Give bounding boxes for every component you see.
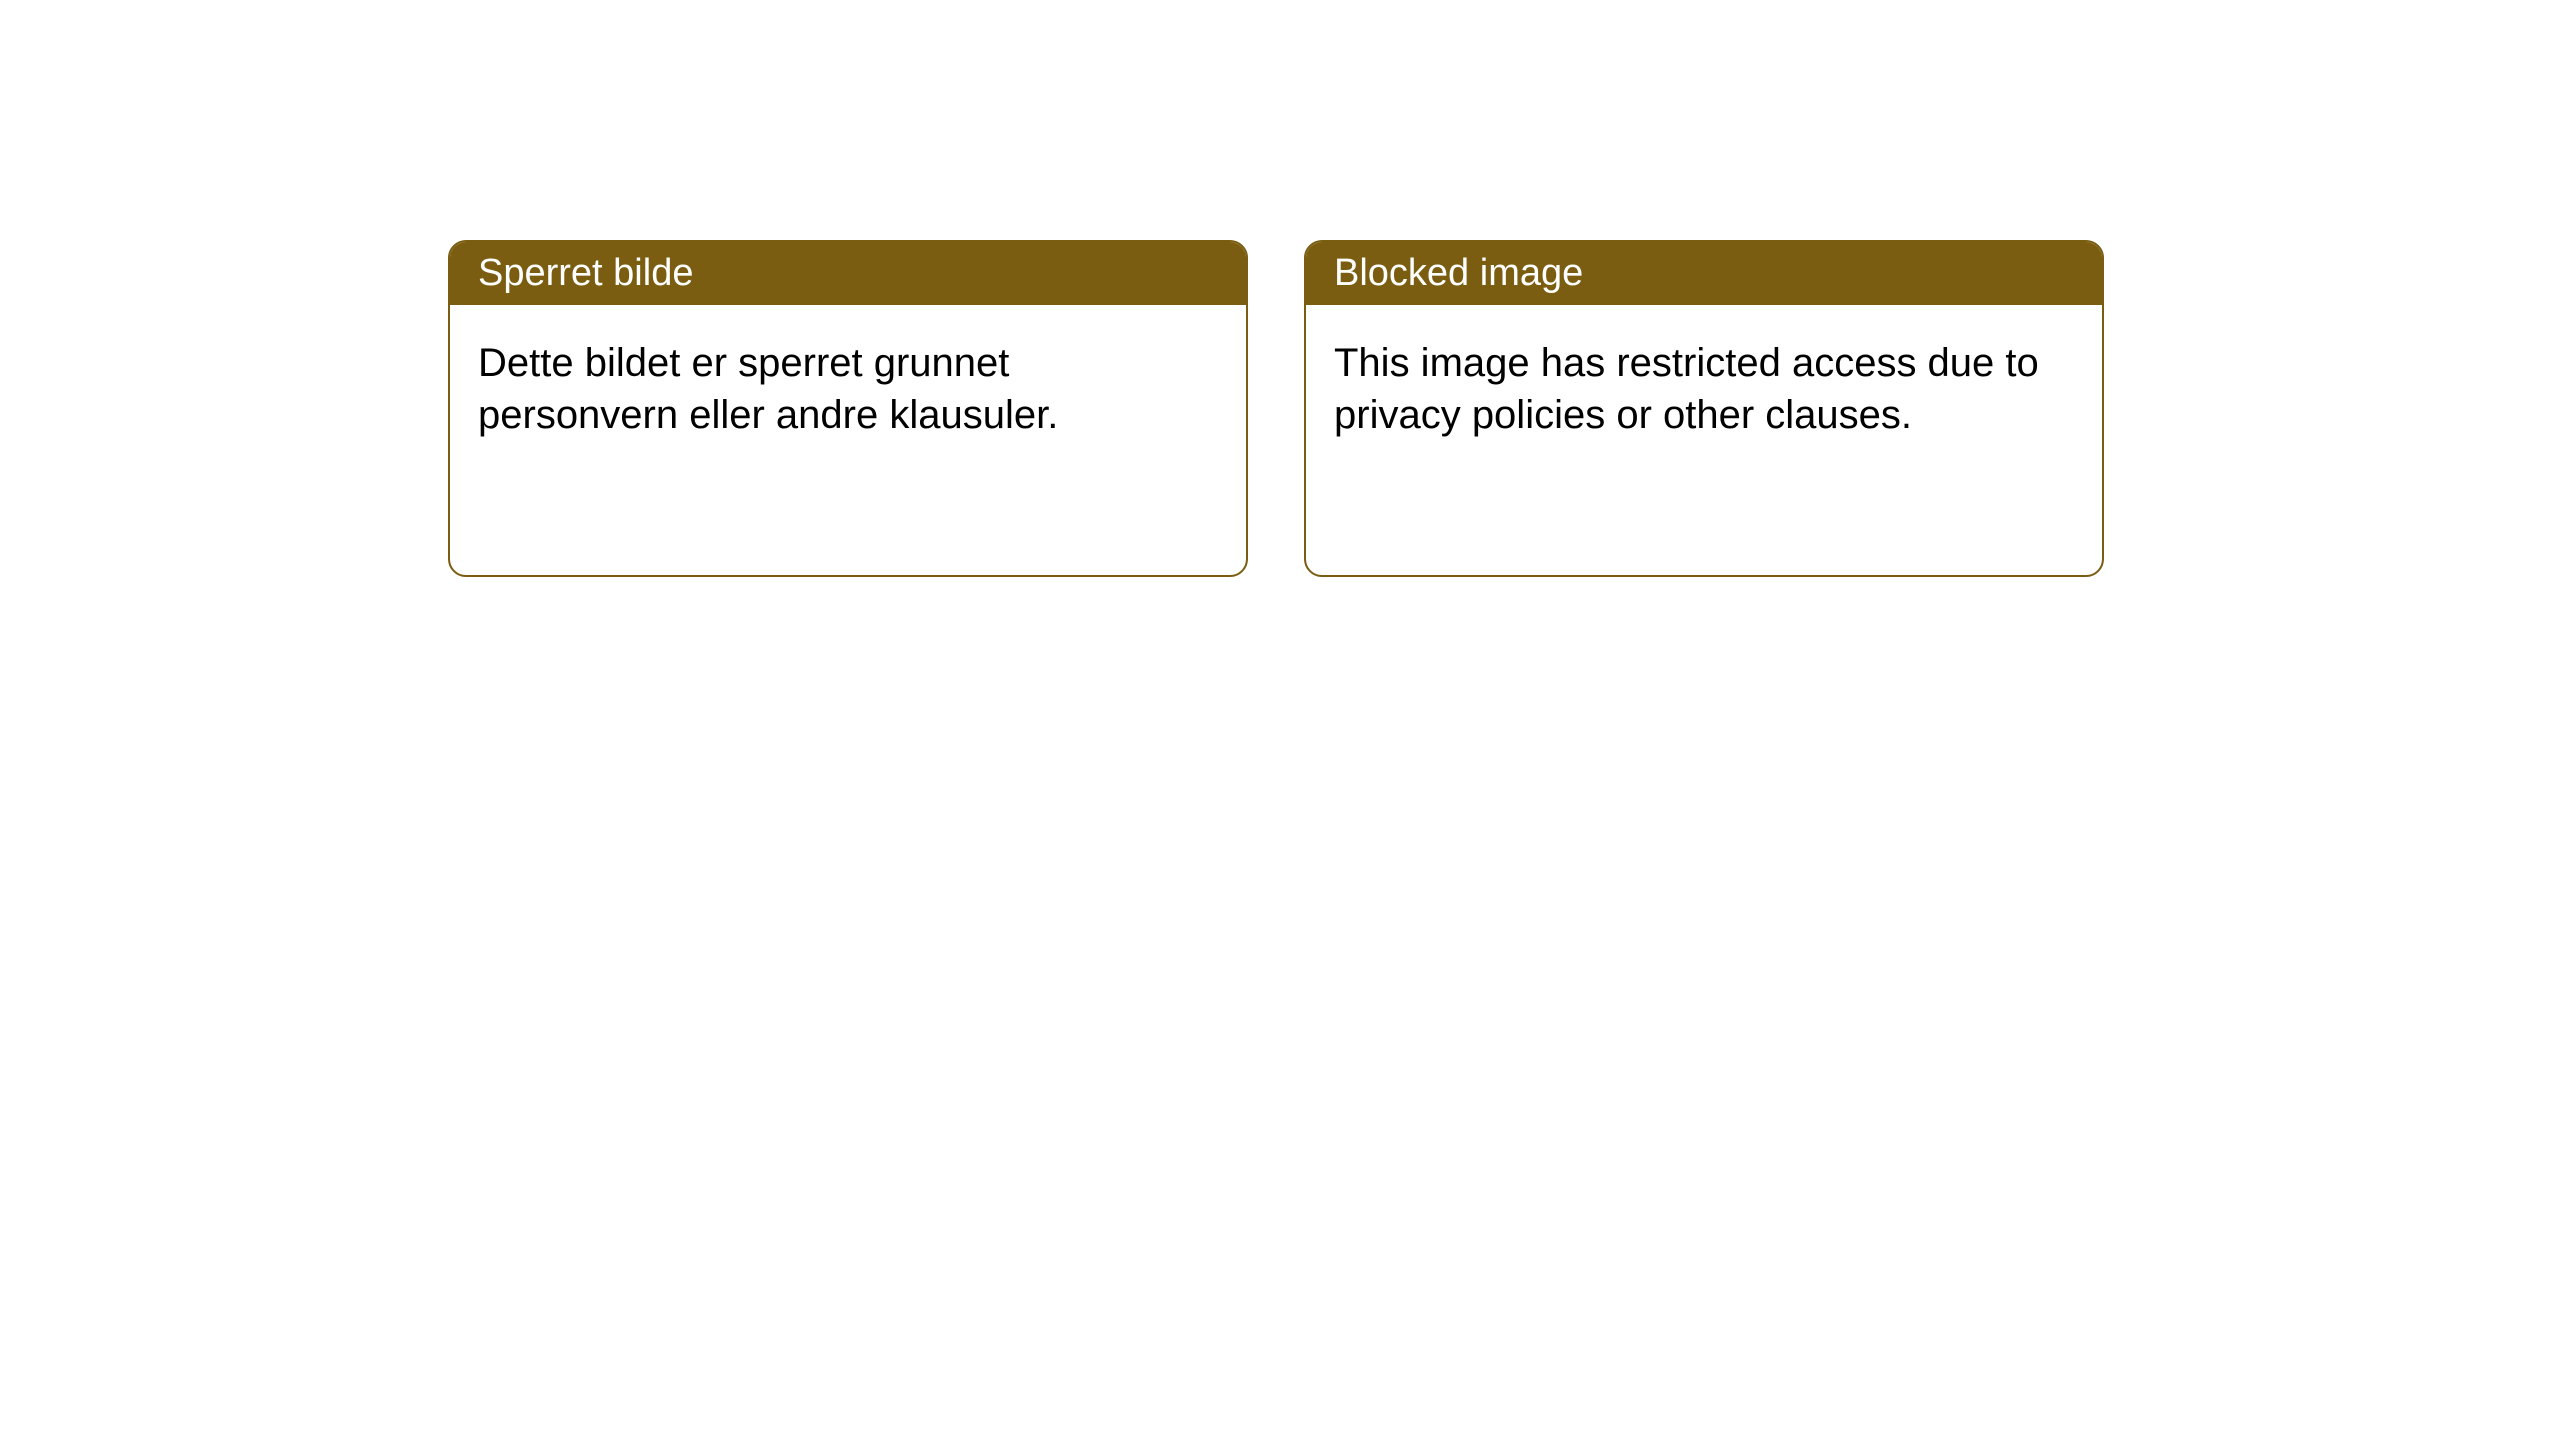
card-header: Blocked image	[1306, 242, 2102, 305]
card-title: Sperret bilde	[478, 252, 693, 294]
card-header: Sperret bilde	[450, 242, 1246, 305]
blocked-image-card-english: Blocked image This image has restricted …	[1304, 240, 2104, 577]
card-body: This image has restricted access due to …	[1306, 305, 2102, 575]
card-body-text: Dette bildet er sperret grunnet personve…	[478, 341, 1058, 437]
card-title: Blocked image	[1334, 252, 1583, 294]
card-body: Dette bildet er sperret grunnet personve…	[450, 305, 1246, 575]
blocked-image-notice-container: Sperret bilde Dette bildet er sperret gr…	[448, 240, 2104, 577]
card-body-text: This image has restricted access due to …	[1334, 341, 2039, 437]
blocked-image-card-norwegian: Sperret bilde Dette bildet er sperret gr…	[448, 240, 1248, 577]
